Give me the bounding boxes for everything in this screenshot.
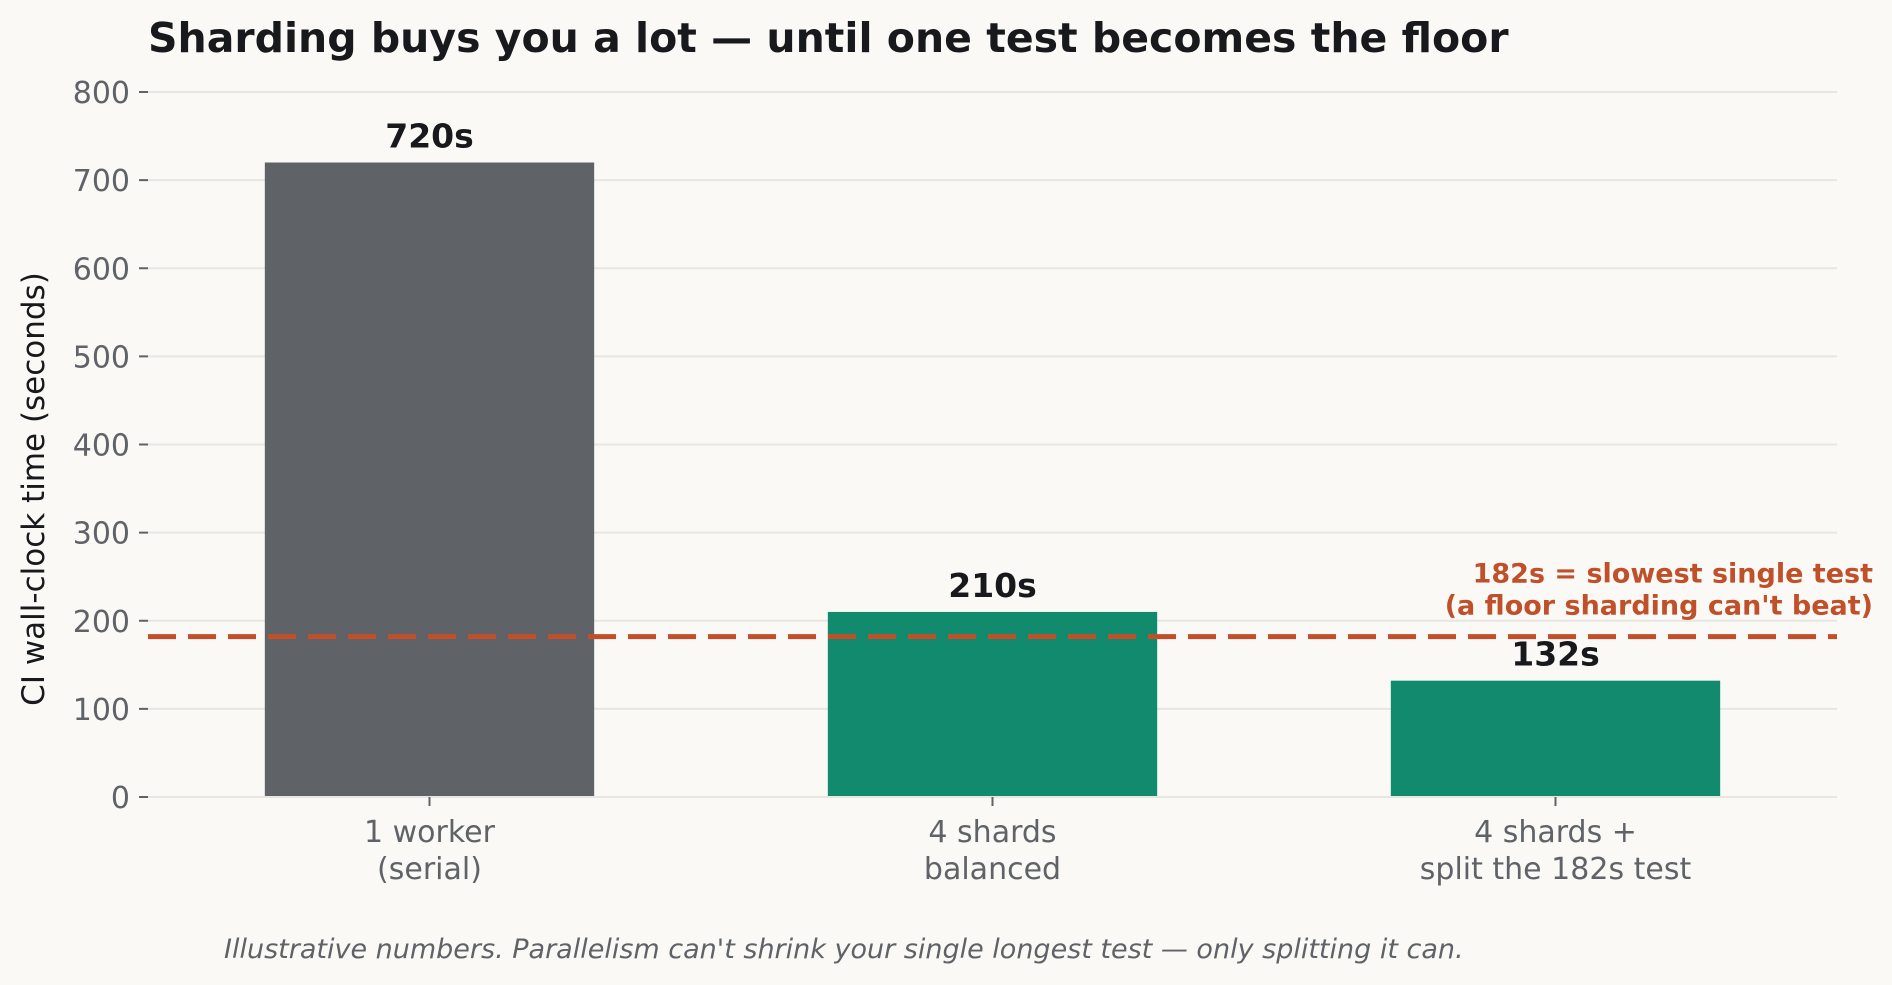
y-tick-label: 600: [73, 252, 130, 287]
data-labels: 720s 210s 132s: [385, 117, 1600, 674]
axes: 0 100 200 300 400 500 600 700 800 1 worker (serial…: [73, 76, 1837, 887]
data-label: 210s: [948, 566, 1037, 605]
data-label: 132s: [1511, 635, 1600, 674]
x-tick-label: 4 shards + split the 182s test: [1420, 815, 1692, 887]
y-tick-label: 400: [73, 429, 130, 464]
y-tick-label: 200: [73, 605, 130, 640]
reference-line-annotation: (a floor sharding can't beat): [1445, 591, 1873, 622]
y-axis-label: CI wall-clock time (seconds): [16, 272, 52, 706]
bar: [1390, 680, 1721, 797]
bar: [827, 611, 1158, 797]
reference-line-annotation: 182s = slowest single test: [1473, 559, 1873, 590]
footnote: Illustrative numbers. Parallelism can't …: [224, 934, 1464, 965]
bars: [264, 162, 1721, 797]
reference-line-group: 182s = slowest single test(a floor shard…: [148, 559, 1873, 640]
y-tick-label: 100: [73, 693, 130, 728]
chart-title: Sharding buys you a lot — until one test…: [148, 14, 1509, 62]
y-tick-label: 300: [73, 517, 130, 552]
y-tick-label: 800: [73, 76, 130, 111]
y-tick-label: 500: [73, 340, 130, 375]
y-tick-label: 0: [111, 781, 130, 816]
x-tick-label: 4 shards balanced: [924, 815, 1061, 887]
data-label: 720s: [385, 117, 474, 156]
bar: [264, 162, 595, 797]
y-tick-label: 700: [73, 164, 130, 199]
x-tick-label: 1 worker (serial): [364, 815, 496, 887]
